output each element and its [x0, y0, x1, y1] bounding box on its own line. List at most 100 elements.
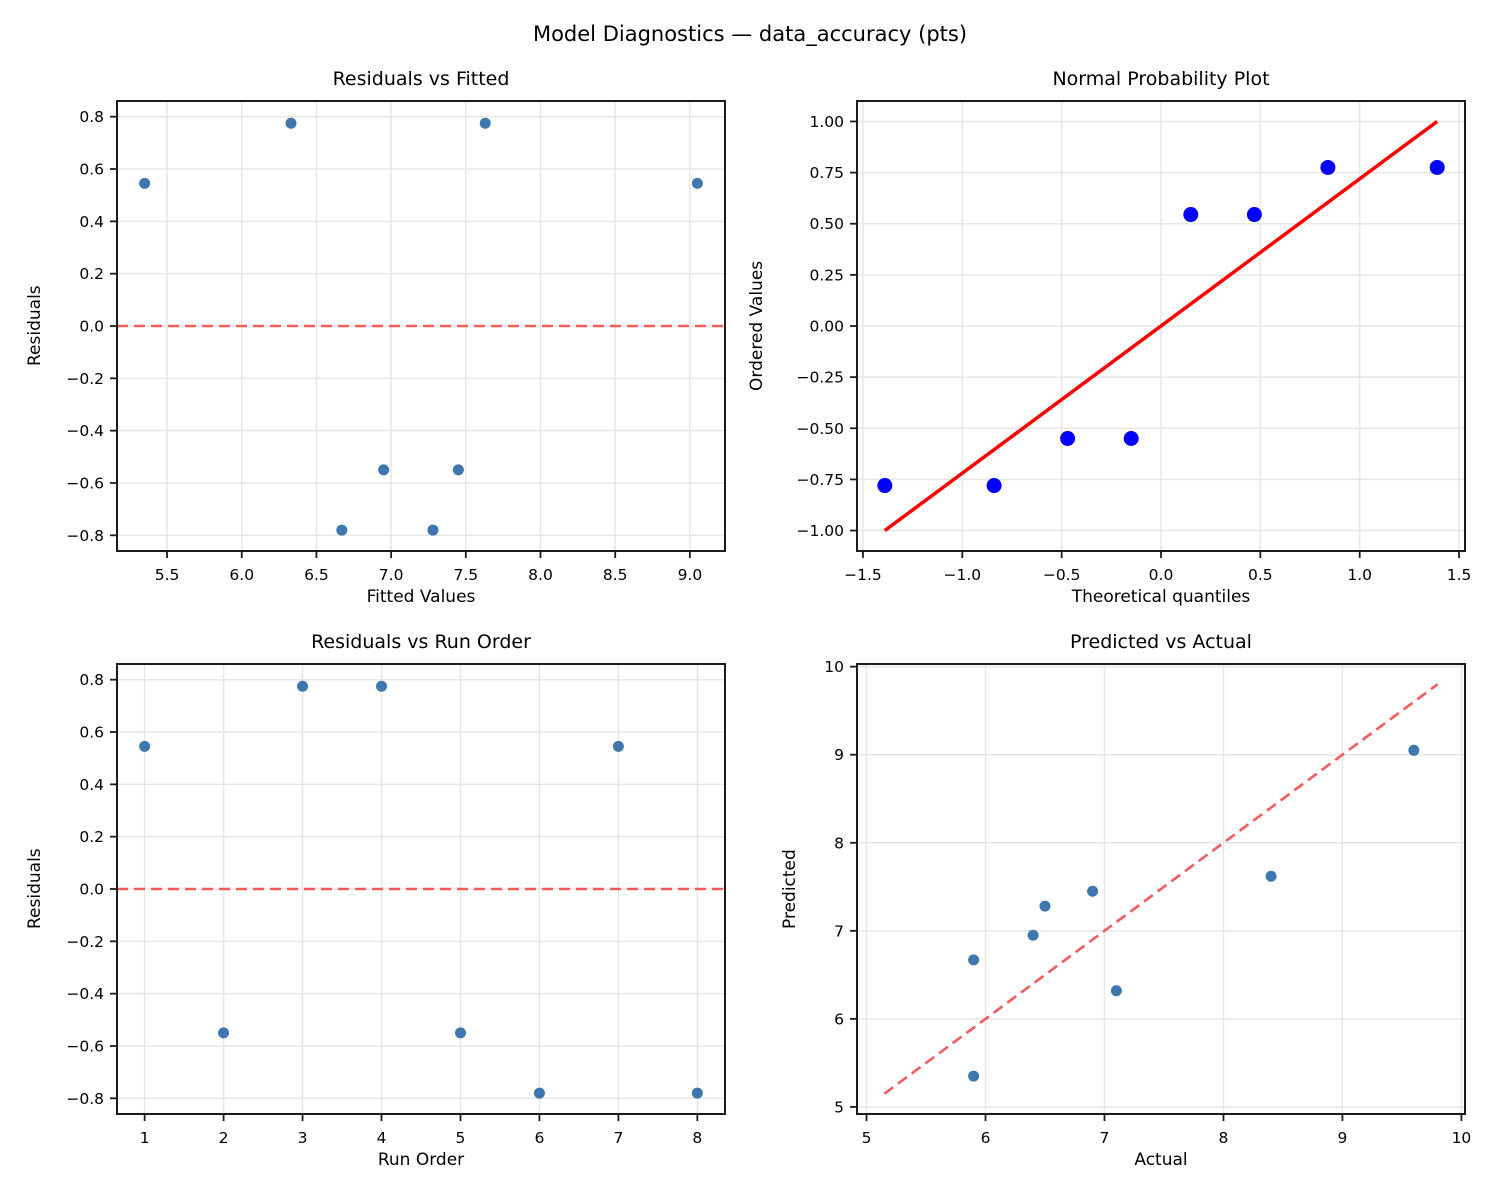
data-point — [968, 954, 980, 966]
y-tick-label: −0.2 — [66, 933, 104, 951]
y-tick-label: 0.00 — [809, 318, 844, 336]
x-tick-label: 1.5 — [1447, 566, 1472, 584]
data-point — [877, 478, 893, 494]
x-tick-label: 8 — [1219, 1129, 1229, 1147]
chart-title: Normal Probability Plot — [1052, 68, 1270, 90]
data-point — [533, 1087, 545, 1099]
axes-box — [856, 663, 1466, 1115]
x-tick-label: 6 — [535, 1129, 545, 1147]
x-tick-label: 0.5 — [1248, 566, 1273, 584]
x-tick-label: 7 — [613, 1129, 623, 1147]
data-points — [968, 744, 1420, 1082]
chart-predicted-vs-actual: Predicted vs Actual Predicted 5 6 7 8 9 10 5 6 7… — [780, 631, 1471, 1170]
x-tick-label: −0.5 — [1043, 566, 1081, 584]
axis-ticks: −1.5 −1.0 −0.5 0.0 0.5 1.0 1.5 −1.00 −0.75 −0.50 −… — [797, 113, 1472, 584]
data-point — [986, 478, 1002, 494]
grid-lines — [117, 101, 725, 551]
chart-title: Residuals vs Run Order — [311, 631, 531, 653]
data-points — [139, 680, 703, 1099]
x-tick-label: 1.0 — [1347, 566, 1372, 584]
data-point — [218, 1027, 230, 1039]
y-tick-label: 6 — [834, 1010, 844, 1028]
data-point — [452, 464, 464, 476]
data-point — [297, 680, 309, 692]
y-tick-label: 0.4 — [79, 776, 104, 794]
data-points — [877, 159, 1445, 494]
plot-area-normal-probability-plot: −1.5 −1.0 −0.5 0.0 0.5 1.0 1.5 −1.00 −0.75 −0.50 −… — [797, 100, 1471, 584]
data-point — [1265, 870, 1277, 882]
x-tick-label: 7.5 — [453, 566, 478, 584]
y-tick-label: −0.50 — [797, 420, 845, 438]
y-tick-label: 0.8 — [79, 108, 104, 126]
data-point — [612, 740, 624, 752]
data-point — [1183, 207, 1199, 223]
x-tick-label: 7 — [1100, 1129, 1110, 1147]
x-tick-label: 4 — [377, 1129, 387, 1147]
y-tick-label: 9 — [834, 746, 844, 764]
chart-normal-probability-plot: Normal Probability Plot Ordered Values −… — [747, 68, 1471, 607]
x-tick-label: 1 — [140, 1129, 150, 1147]
y-axis-label: Ordered Values — [747, 260, 767, 392]
y-tick-label: 1.00 — [809, 113, 844, 131]
x-tick-label: 8.0 — [528, 566, 553, 584]
y-tick-label: −0.2 — [66, 370, 104, 388]
x-tick-label: 5.5 — [155, 566, 180, 584]
data-point — [968, 1070, 980, 1082]
grid-lines — [857, 664, 1465, 1114]
data-point — [1060, 431, 1076, 446]
plot-area-residuals-vs-run-order: 1 2 3 4 5 6 7 8 −0.8 −0.6 −0.4 −0.2 0.0 0.2 0.4 0.6 0.8 — [66, 663, 726, 1147]
y-tick-label: 0.75 — [809, 164, 844, 182]
x-tick-label: 5 — [862, 1129, 872, 1147]
data-point — [1027, 929, 1039, 941]
data-point — [1429, 159, 1445, 175]
y-tick-label: 8 — [834, 834, 844, 852]
y-tick-label: 10 — [824, 658, 844, 676]
y-tick-label: 0.2 — [79, 828, 104, 846]
y-tick-label: −1.00 — [797, 522, 845, 540]
plot-area-residuals-vs-fitted: 5.5 6.0 6.5 7.0 7.5 8.0 8.5 9.0 −0.8 −0.6 −0.4 −0.2… — [66, 100, 726, 584]
plot-area-predicted-vs-actual: 5 6 7 8 9 10 5 6 7 8 9 10 — [824, 658, 1471, 1147]
y-tick-label: 0.4 — [79, 213, 104, 231]
y-tick-label: −0.8 — [66, 1090, 104, 1108]
data-point — [479, 117, 491, 129]
data-point — [1123, 431, 1139, 446]
x-tick-label: 6 — [981, 1129, 991, 1147]
y-tick-label: −0.4 — [66, 985, 104, 1003]
data-points — [139, 117, 703, 536]
chart-residuals-vs-run-order: Residuals vs Run Order Residuals 1 2 3 4 5 6 7… — [25, 631, 726, 1170]
data-point — [691, 1087, 703, 1099]
figure-title: Model Diagnostics — data_accuracy (pts) — [532, 22, 968, 46]
y-tick-label: −0.8 — [66, 527, 104, 545]
y-tick-label: −0.75 — [797, 471, 845, 489]
x-tick-label: 6.0 — [229, 566, 254, 584]
data-point — [139, 740, 151, 752]
y-tick-label: −0.6 — [66, 474, 104, 492]
x-tick-label: 8.5 — [603, 566, 628, 584]
y-tick-label: 0.50 — [809, 215, 844, 233]
y-tick-label: 0.2 — [79, 265, 104, 283]
x-tick-label: 10 — [1452, 1129, 1472, 1147]
identity-line — [883, 683, 1439, 1095]
data-point — [1110, 985, 1122, 997]
data-point — [139, 177, 151, 189]
y-tick-label: 0.6 — [79, 724, 104, 742]
axis-ticks: 5.5 6.0 6.5 7.0 7.5 8.0 8.5 9.0 −0.8 −0.6 −0.4 −0.2… — [66, 108, 702, 584]
x-axis-label: Actual — [1134, 1150, 1188, 1170]
x-tick-label: 8 — [692, 1129, 702, 1147]
y-tick-label: 5 — [834, 1098, 844, 1116]
data-point — [1246, 207, 1262, 223]
y-tick-label: 0.0 — [79, 881, 104, 899]
x-tick-label: 5 — [456, 1129, 466, 1147]
data-point — [378, 464, 390, 476]
y-tick-label: 0.25 — [809, 266, 844, 284]
chart-residuals-vs-fitted: Residuals vs Fitted Residuals 5.5 6.0 6.5 7… — [25, 68, 726, 607]
axis-ticks: 1 2 3 4 5 6 7 8 −0.8 −0.6 −0.4 −0.2 0.0 0.2 0.4 0.6 0.8 — [66, 671, 702, 1147]
x-axis-label: Run Order — [377, 1150, 465, 1170]
chart-title: Residuals vs Fitted — [332, 68, 510, 90]
y-tick-label: 0.0 — [79, 318, 104, 336]
data-point — [285, 117, 297, 129]
x-tick-label: 7.0 — [379, 566, 404, 584]
probplot-fit-line — [883, 120, 1439, 532]
y-tick-label: −0.25 — [797, 369, 845, 387]
